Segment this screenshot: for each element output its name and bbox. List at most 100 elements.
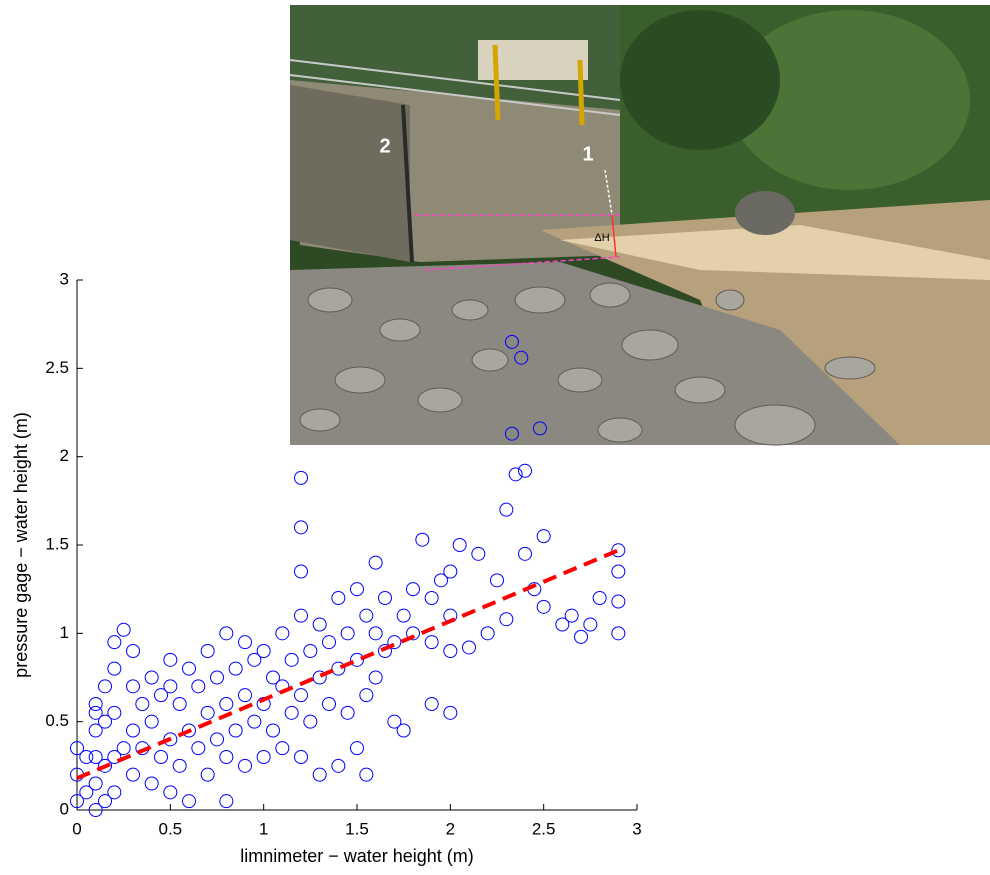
point xyxy=(126,723,140,738)
point xyxy=(200,767,215,782)
point xyxy=(462,640,476,655)
y-tick-label: 0 xyxy=(60,799,69,818)
point xyxy=(275,626,290,641)
y-axis-label: pressure gage − water height (m) xyxy=(11,412,31,678)
point xyxy=(443,564,458,579)
point xyxy=(331,661,346,676)
point xyxy=(499,502,514,517)
point xyxy=(359,767,374,782)
point xyxy=(219,697,234,711)
point xyxy=(424,635,439,650)
point xyxy=(247,652,262,667)
point xyxy=(434,573,448,588)
point xyxy=(322,697,336,711)
point xyxy=(284,652,299,667)
point xyxy=(70,794,84,809)
y-tick-label: 1 xyxy=(60,623,69,642)
point xyxy=(536,599,551,614)
y-tick-label: 0.5 xyxy=(45,711,69,730)
point xyxy=(126,644,140,658)
point xyxy=(79,785,94,800)
point xyxy=(303,644,318,658)
point xyxy=(611,626,626,641)
point xyxy=(98,714,112,729)
point xyxy=(154,688,168,703)
point xyxy=(98,758,112,773)
x-tick-label: 2 xyxy=(446,819,455,838)
point xyxy=(107,785,122,800)
point xyxy=(312,670,327,685)
point xyxy=(163,785,178,800)
point xyxy=(396,723,411,738)
point xyxy=(387,714,402,729)
x-tick-label: 1 xyxy=(259,819,268,838)
point xyxy=(359,608,374,623)
point xyxy=(210,670,224,685)
point xyxy=(98,679,112,694)
point xyxy=(294,750,308,764)
point xyxy=(219,750,234,764)
point xyxy=(294,520,308,535)
point xyxy=(415,532,430,547)
point xyxy=(508,467,523,482)
point xyxy=(378,591,392,605)
annotation: ΔH xyxy=(594,232,609,244)
point xyxy=(200,705,215,720)
point xyxy=(210,732,224,747)
point xyxy=(219,626,234,641)
point xyxy=(228,723,243,738)
point xyxy=(256,750,271,764)
y-tick-label: 2.5 xyxy=(45,358,69,377)
point xyxy=(116,622,131,637)
point xyxy=(368,670,383,685)
point xyxy=(163,732,178,747)
point xyxy=(536,529,551,544)
point xyxy=(592,591,607,605)
point xyxy=(256,644,271,658)
point xyxy=(294,470,308,485)
annotation: 1 xyxy=(582,143,593,165)
point xyxy=(238,688,252,703)
point xyxy=(88,803,103,817)
point xyxy=(182,794,196,809)
point xyxy=(359,688,374,703)
point xyxy=(200,644,215,658)
point xyxy=(284,705,299,720)
point xyxy=(350,652,364,667)
point xyxy=(191,741,206,756)
point xyxy=(350,741,364,756)
point xyxy=(499,612,514,627)
point xyxy=(294,688,308,703)
point xyxy=(490,573,504,588)
point xyxy=(70,741,84,756)
point xyxy=(471,546,486,561)
point xyxy=(555,617,570,632)
point xyxy=(518,463,532,478)
point xyxy=(504,426,519,441)
point xyxy=(88,697,103,711)
point xyxy=(312,617,327,632)
point xyxy=(172,758,187,773)
point xyxy=(144,714,159,729)
point xyxy=(144,670,159,685)
point xyxy=(163,652,178,667)
point xyxy=(611,564,626,579)
point xyxy=(191,679,206,694)
y-tick-label: 3 xyxy=(60,269,69,288)
point xyxy=(135,697,150,711)
point xyxy=(98,794,112,809)
point xyxy=(275,741,290,756)
point xyxy=(387,635,402,650)
point xyxy=(294,564,308,579)
point xyxy=(424,697,439,711)
point xyxy=(340,705,355,720)
photo xyxy=(289,5,990,446)
y-tick-label: 2 xyxy=(60,446,69,465)
point xyxy=(378,644,392,658)
x-axis-label: limnimeter − water height (m) xyxy=(240,846,474,866)
point xyxy=(107,635,122,650)
point xyxy=(238,635,252,650)
point xyxy=(182,723,196,738)
annotation: 2 xyxy=(379,135,390,157)
point xyxy=(266,670,280,685)
